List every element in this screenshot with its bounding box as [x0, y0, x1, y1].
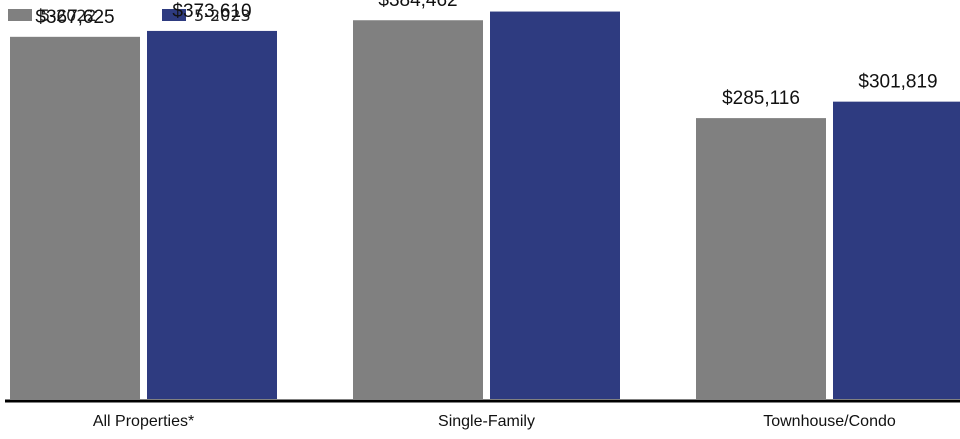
category-label-1: Single-Family	[438, 413, 535, 430]
legend-label-5-2023: 5-2023	[194, 6, 251, 25]
legend-swatch-5-2022	[8, 9, 32, 21]
bars	[10, 11, 960, 400]
bar-5-2023-2	[833, 101, 960, 399]
bar-5-2022-1	[353, 20, 483, 399]
bar-5-2022-2	[696, 118, 826, 399]
value-label-5-2023-2: $301,819	[858, 72, 937, 93]
bar-5-2022-0	[10, 36, 140, 400]
bar-5-2023-0	[147, 30, 277, 400]
value-label-5-2022-0: $367,625	[35, 7, 114, 28]
category-label-2: Townhouse/Condo	[763, 413, 896, 430]
value-label-5-2023-0: $373,610	[172, 1, 251, 22]
value-labels: $367,625 $373,610 $384,462 $393,277 $285,116…	[35, 0, 937, 109]
legend-label-5-2022: 5-2022	[40, 6, 97, 25]
legend: 5-2022 5-2023	[8, 6, 251, 25]
legend-swatch-5-2023	[162, 9, 186, 21]
value-label-5-2023-1: $393,277	[515, 0, 594, 3]
value-label-5-2022-1: $384,462	[378, 0, 457, 11]
category-label-0: All Properties*	[93, 413, 194, 430]
value-label-5-2022-2: $285,116	[722, 88, 800, 109]
category-labels: All Properties* Single-Family Townhouse/Co…	[93, 413, 896, 430]
bar-5-2023-1	[490, 11, 620, 400]
